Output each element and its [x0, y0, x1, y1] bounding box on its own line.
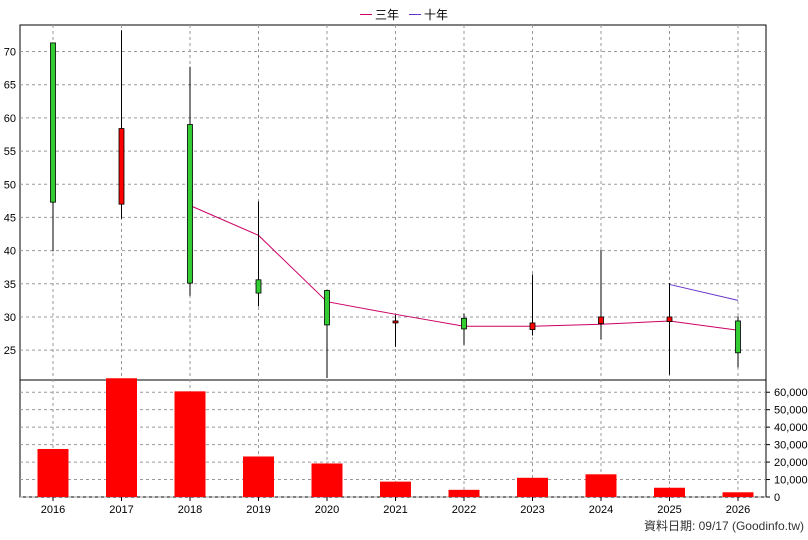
volume-bar: [380, 481, 411, 497]
volume-bar: [654, 487, 685, 497]
price-tick-label: 60: [4, 113, 16, 125]
chart-legend: 三年 十年: [360, 6, 448, 22]
data-source-note: 資料日期: 09/17 (Goodinfo.tw): [643, 519, 804, 533]
candle-body: [598, 316, 604, 324]
x-tick-label: 2019: [246, 504, 270, 516]
candle-body: [324, 290, 330, 326]
x-tick-label: 2021: [383, 504, 407, 516]
volume-bar: [585, 474, 617, 497]
volume-panel-frame: [19, 379, 767, 498]
price-tick-label: 35: [4, 279, 16, 291]
candle-body: [461, 317, 467, 330]
x-tick-label: 2017: [109, 504, 133, 516]
x-tick-label: 2016: [41, 504, 65, 516]
volume-bar: [243, 456, 274, 497]
volume-bar: [106, 378, 137, 497]
candle-body: [666, 316, 673, 323]
x-tick-label: 2025: [657, 504, 681, 516]
price-panel-frame: [19, 24, 767, 381]
volume-bar: [722, 492, 754, 497]
candle-body: [255, 279, 262, 294]
x-tick-label: 2022: [452, 504, 476, 516]
price-tick-label: 65: [4, 80, 16, 92]
candle-body: [529, 322, 536, 330]
legend-item-10y: 十年: [409, 6, 448, 23]
volume-tick-label: 60,000: [774, 387, 808, 399]
volume-bar: [311, 463, 343, 497]
legend-item-3y: 三年: [360, 6, 399, 23]
legend-swatch-3y: [360, 13, 372, 15]
volume-bar: [37, 448, 69, 497]
legend-swatch-10y: [409, 13, 422, 15]
volume-tick-label: 50,000: [774, 405, 808, 417]
ma-10y-line: [669, 283, 739, 301]
price-tick-label: 45: [4, 212, 16, 224]
price-tick-label: 30: [4, 312, 16, 324]
volume-bar: [448, 489, 480, 497]
volume-tick-label: 30,000: [774, 440, 808, 452]
x-tick-label: 2023: [520, 504, 544, 516]
volume-tick-label: 20,000: [774, 457, 808, 469]
legend-label-10y: 十年: [424, 7, 449, 22]
x-tick-label: 2026: [726, 504, 750, 516]
x-tick-label: 2018: [178, 504, 202, 516]
x-tick-label: 2020: [315, 504, 339, 516]
candle-body: [118, 128, 125, 205]
candle-body: [735, 320, 741, 354]
volume-tick-label: 0: [774, 492, 780, 504]
price-tick-label: 55: [4, 146, 16, 158]
candle-body: [392, 320, 399, 324]
volume-bar: [517, 477, 548, 497]
volume-tick-label: 40,000: [774, 422, 808, 434]
legend-label-3y: 三年: [375, 7, 400, 22]
candle-body: [187, 124, 193, 284]
candle-body: [50, 42, 56, 203]
volume-bar: [174, 391, 206, 497]
price-tick-label: 70: [4, 47, 16, 59]
volume-tick-label: 10,000: [774, 475, 808, 487]
price-tick-label: 40: [4, 246, 16, 258]
price-tick-label: 25: [4, 345, 16, 357]
x-tick-label: 2024: [589, 504, 613, 516]
price-tick-label: 50: [4, 179, 16, 191]
